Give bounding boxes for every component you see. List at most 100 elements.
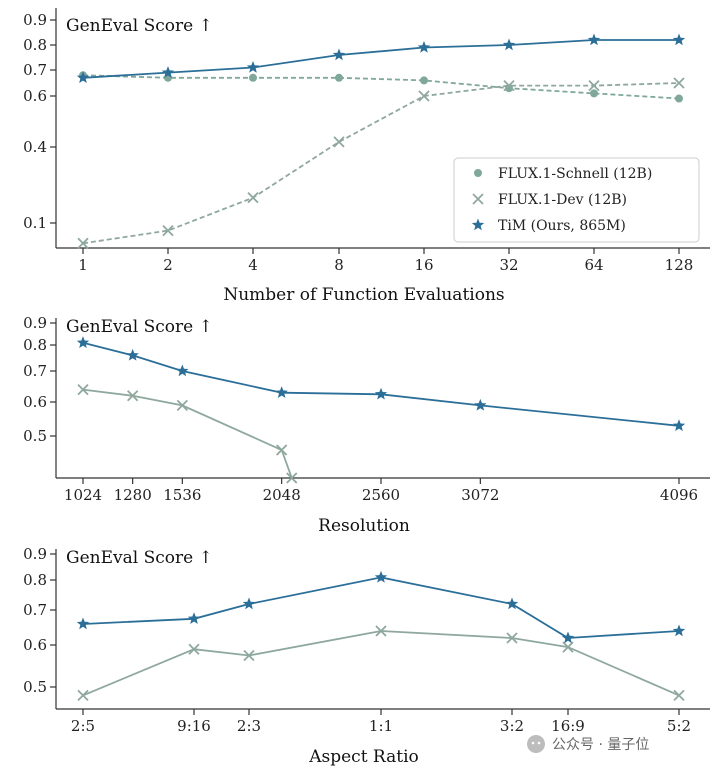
watermark: 公众号 · 量子位 — [527, 735, 649, 753]
series-markers — [76, 33, 686, 249]
x-tick-label: 1024 — [64, 486, 102, 504]
series-line-star — [82, 341, 680, 427]
x-tick-label: 2560 — [362, 486, 400, 504]
data-point-star — [672, 33, 686, 46]
x-axis-title: Resolution — [318, 516, 410, 536]
data-point-x — [77, 383, 89, 396]
data-point-x — [276, 444, 288, 456]
x-tick-label: 4 — [248, 256, 258, 274]
legend-symbol-x — [472, 193, 484, 205]
tick-group: 0.5 0.6 0.7 0.8 0.9 1024 1280 1536 2048 2560 3072 4… — [23, 314, 698, 504]
x-tick-label: 5:2 — [667, 717, 691, 735]
data-point-star — [505, 597, 519, 610]
data-point-x — [127, 390, 139, 402]
panel-title: GenEval Score ↑ — [66, 548, 213, 568]
data-point-x — [243, 649, 255, 662]
data-point-x — [375, 625, 387, 637]
x-tick-label: 2 — [163, 256, 173, 274]
tick-group: 0.1 0.4 0.6 0.7 0.8 0.9 1 2 4 8 16 32 64 128 — [23, 11, 693, 274]
x-axis-title: Aspect Ratio — [308, 747, 419, 767]
x-tick-label: 16:9 — [551, 717, 585, 735]
y-tick-label: 0.6 — [23, 636, 47, 654]
data-point-star — [672, 624, 686, 637]
series-line-star — [82, 576, 680, 639]
tick-group: 0.5 0.6 0.7 0.8 0.9 2:5 9:16 2:3 1:1 3:2 16:9 5:2 — [23, 545, 691, 735]
x-tick-label: 32 — [499, 256, 518, 274]
data-point-x — [77, 237, 89, 249]
data-point-star — [76, 617, 90, 630]
x-tick-label: 1536 — [163, 486, 201, 504]
data-point-x — [506, 632, 518, 644]
series-line-x — [82, 82, 680, 245]
watermark-text: 公众号 · 量子位 — [552, 737, 649, 753]
series-markers — [76, 570, 686, 702]
data-point-x — [188, 643, 200, 655]
series-line-x — [82, 388, 293, 478]
x-tick-label: 2:3 — [237, 717, 261, 735]
series-line-circle — [82, 74, 680, 100]
x-tick-label: 3:2 — [500, 717, 524, 735]
x-tick-label: 1 — [78, 256, 88, 274]
legend-marker-circle — [474, 169, 482, 177]
x-tick-label: 128 — [665, 256, 694, 274]
data-point-star — [502, 38, 516, 51]
data-point-x — [247, 192, 259, 204]
y-tick-label: 0.7 — [23, 601, 47, 619]
legend-label: FLUX.1-Dev (12B) — [498, 192, 627, 208]
y-tick-label: 0.7 — [23, 362, 47, 380]
legend: FLUX.1-Schnell (12B) FLUX.1-Dev (12B) Ti… — [453, 157, 700, 243]
data-point-star — [672, 419, 686, 432]
x-axis-title: Number of Function Evaluations — [223, 285, 504, 305]
x-tick-label: 2048 — [263, 486, 301, 504]
data-point-x — [333, 136, 345, 148]
x-tick-label: 8 — [334, 256, 344, 274]
x-tick-label: 16 — [414, 256, 433, 274]
data-point-star — [374, 387, 388, 400]
data-point-circle — [249, 73, 257, 82]
y-tick-label: 0.7 — [23, 61, 47, 79]
data-point-star — [332, 48, 346, 61]
legend-marker-star — [471, 218, 485, 231]
y-tick-label: 0.8 — [23, 571, 47, 589]
data-point-circle — [420, 76, 428, 85]
y-tick-label: 0.6 — [23, 87, 47, 105]
data-point-x — [673, 689, 685, 702]
data-point-star — [561, 631, 575, 644]
data-point-star — [76, 336, 90, 349]
data-point-star — [374, 570, 388, 583]
data-point-circle — [590, 89, 598, 98]
y-tick-label: 0.6 — [23, 393, 47, 411]
y-tick-label: 0.5 — [23, 678, 47, 696]
data-point-star — [176, 364, 189, 377]
data-point-x — [176, 399, 188, 412]
x-tick-label: 3072 — [461, 486, 499, 504]
data-point-star — [417, 41, 431, 53]
x-tick-label: 1:1 — [369, 717, 393, 735]
series-lines — [82, 576, 680, 697]
legend-item-tim: TiM (Ours, 865M) — [471, 218, 626, 234]
y-tick-label: 0.4 — [23, 138, 47, 156]
series-lines — [82, 341, 680, 478]
data-point-circle — [335, 73, 343, 82]
data-point-x — [286, 472, 298, 484]
series-markers — [76, 336, 686, 484]
data-point-x — [162, 224, 174, 237]
x-tick-label: 1280 — [114, 486, 152, 504]
x-tick-label: 2:5 — [71, 717, 95, 735]
data-point-circle — [675, 94, 683, 103]
x-tick-label: 4096 — [660, 486, 698, 504]
data-point-x — [588, 79, 600, 92]
data-point-star — [246, 61, 260, 73]
data-point-x — [77, 689, 89, 702]
y-tick-label: 0.9 — [23, 545, 47, 563]
y-tick-label: 0.8 — [23, 336, 47, 354]
data-point-star — [242, 597, 256, 610]
chart-aspect-ratio: 0.5 0.6 0.7 0.8 0.9 2:5 9:16 2:3 1:1 3:2 16:9 5:2 G… — [23, 545, 710, 767]
data-point-circle — [505, 84, 513, 93]
series-lines — [82, 39, 680, 245]
legend-label: TiM (Ours, 865M) — [498, 218, 626, 234]
y-tick-label: 0.9 — [23, 314, 47, 332]
legend-label: FLUX.1-Schnell (12B) — [498, 166, 652, 182]
legend-box — [453, 157, 700, 243]
